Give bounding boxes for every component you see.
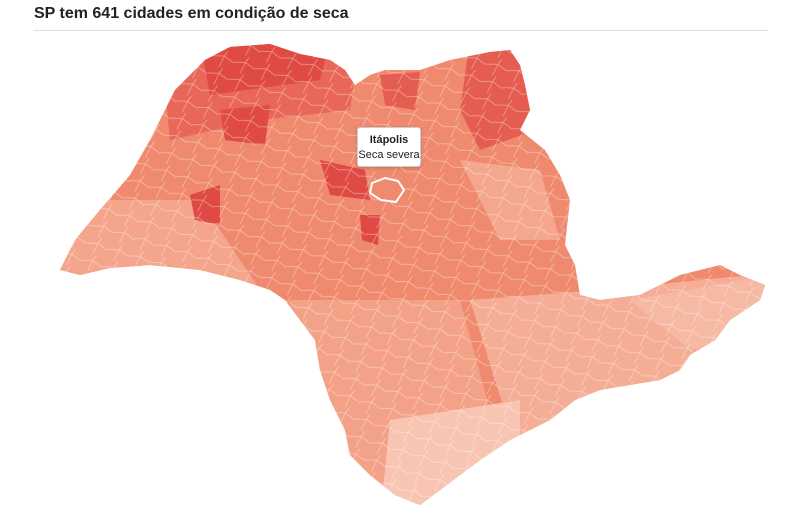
title: SP tem 641 cidades em condição de seca [34,5,349,22]
divider [34,30,768,31]
itapolis-region[interactable] [368,176,406,204]
tooltip-status: Seca severa [358,149,420,161]
tooltip-city: Itápolis [369,134,409,146]
tooltip: Itápolis Seca severa [357,127,421,167]
